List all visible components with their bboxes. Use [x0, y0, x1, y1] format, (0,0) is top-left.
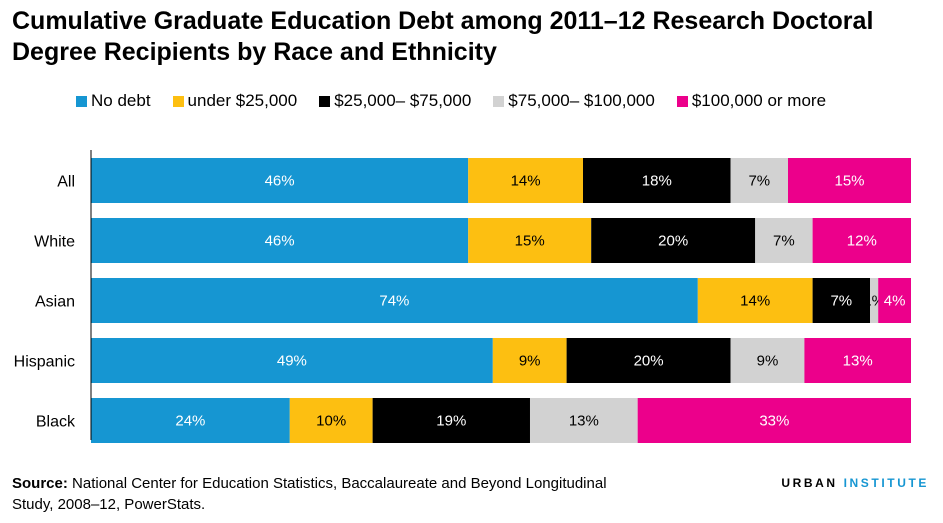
legend-item-2: $25,000– $75,000 [319, 91, 471, 111]
legend-item-0: No debt [76, 91, 151, 111]
bar-segment [468, 158, 583, 203]
source-label: Source: [12, 475, 68, 492]
legend-label: No debt [91, 91, 151, 110]
data-label: 24% [175, 413, 205, 430]
bar-segment [492, 338, 567, 383]
data-label: 10% [316, 413, 346, 430]
legend-label: under $25,000 [187, 91, 298, 110]
bar-segment [697, 278, 813, 323]
bar-segment [870, 278, 879, 323]
legend-item-3: $75,000– $100,000 [493, 91, 655, 111]
data-label: 12% [847, 233, 877, 250]
legend-swatch [676, 95, 688, 107]
data-label: 14% [511, 173, 541, 190]
category-label: Black [36, 414, 76, 431]
bar-segment [91, 398, 290, 443]
data-label: 20% [634, 353, 664, 370]
data-label: 15% [834, 173, 864, 190]
bar-segment [468, 218, 592, 263]
category-label: All [57, 174, 75, 191]
legend-item-1: under $25,000 [172, 91, 298, 111]
data-label: 33% [759, 413, 789, 430]
brand-part2: INSTITUTE [843, 476, 929, 490]
bar-segment [812, 218, 911, 263]
bar-segment [566, 338, 731, 383]
bar-segment [878, 278, 911, 323]
chart-legend: No debt under $25,000 $25,000– $75,000 $75,… [76, 91, 848, 111]
legend-swatch [319, 95, 331, 107]
bar-segment [529, 398, 638, 443]
data-label: 13% [569, 413, 599, 430]
data-label: 7% [830, 293, 852, 310]
data-label: 14% [740, 293, 770, 310]
legend-item-4: $100,000 or more [676, 91, 827, 111]
bar-segment [583, 158, 731, 203]
bar-segment [812, 278, 870, 323]
data-label: 7% [773, 233, 795, 250]
bar-segment [730, 158, 788, 203]
data-label: 46% [265, 233, 295, 250]
data-label: 15% [515, 233, 545, 250]
bar-segment [289, 398, 373, 443]
data-label: 4% [884, 293, 906, 310]
data-label: 74% [379, 293, 409, 310]
data-label: 18% [642, 173, 672, 190]
data-label: 46% [265, 173, 295, 190]
data-label: 7% [748, 173, 770, 190]
source-text: National Center for Education Statistics… [12, 475, 607, 513]
source-note: Source: National Center for Education St… [12, 473, 612, 515]
bar-segment [591, 218, 756, 263]
bar-segment [372, 398, 530, 443]
bar-segment [730, 338, 805, 383]
bar-segment [755, 218, 813, 263]
bar-segment [788, 158, 911, 203]
data-label: 9% [757, 353, 779, 370]
legend-label: $75,000– $100,000 [508, 91, 655, 110]
bar-segment [91, 158, 469, 203]
data-label: 19% [436, 413, 466, 430]
data-label: 20% [658, 233, 688, 250]
category-label: White [34, 234, 75, 251]
category-label: Hispanic [14, 354, 75, 371]
chart-title: Cumulative Graduate Education Debt among… [12, 7, 874, 66]
bar-segment [91, 218, 469, 263]
legend-label: $100,000 or more [691, 91, 827, 110]
urban-institute-logo: URBAN INSTITUTE [781, 476, 929, 490]
legend-label: $25,000– $75,000 [334, 91, 472, 110]
data-label: 13% [843, 353, 873, 370]
stacked-bar-chart: All 46% 14% 18% 7% 15% White 46% 15% 20% 7% 12% Asia… [14, 150, 911, 443]
legend-swatch [493, 95, 505, 107]
bar-segment [91, 338, 493, 383]
data-label: 9% [519, 353, 541, 370]
bar-segment [91, 278, 698, 323]
brand-part1: URBAN [781, 476, 838, 490]
legend-swatch [76, 95, 87, 107]
bar-segment [804, 338, 911, 383]
category-label: Asian [35, 294, 75, 311]
data-label: 49% [277, 353, 307, 370]
legend-swatch [172, 95, 184, 107]
bar-segment [637, 398, 911, 443]
